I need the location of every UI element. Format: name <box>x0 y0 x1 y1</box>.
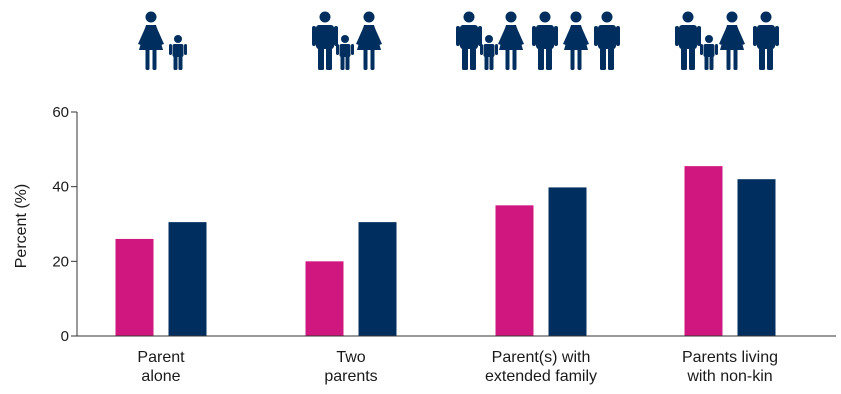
bar-series2-cat3 <box>548 187 587 336</box>
bar-series2-cat1 <box>168 222 207 336</box>
x-axis: Parent alone Two parents Parent(s) with exten… <box>77 335 836 385</box>
woman-icon <box>563 11 589 70</box>
woman-icon <box>719 11 745 70</box>
man-icon <box>753 11 779 70</box>
man-icon <box>312 11 338 70</box>
man-icon <box>594 11 620 70</box>
y-tick-label: 20 <box>52 253 69 270</box>
y-tick-label: 40 <box>52 179 69 196</box>
bar-series1-cat1 <box>115 238 154 336</box>
child-icon <box>336 35 354 70</box>
bar-series1-cat4 <box>684 166 723 336</box>
child-icon <box>169 35 187 70</box>
category-icons <box>138 11 779 70</box>
x-category-label: Parent(s) with extended family <box>485 349 597 385</box>
y-tick-label: 60 <box>52 104 69 121</box>
bars <box>115 166 776 336</box>
bar-series1-cat3 <box>495 205 534 336</box>
man-icon <box>675 11 701 70</box>
x-category-label: Parents living with non-kin <box>682 349 778 385</box>
woman-icon <box>356 11 382 70</box>
y-tick-label: 0 <box>61 328 69 345</box>
child-icon <box>700 35 718 70</box>
man-icon <box>456 11 482 70</box>
woman-icon <box>498 11 524 70</box>
y-axis-title: Percent (%) <box>13 184 30 268</box>
x-category-label: Parent alone <box>137 349 185 385</box>
woman-icon <box>138 11 164 70</box>
y-axis: 0 20 40 60 <box>52 104 78 345</box>
x-category-label: Two parents <box>324 349 377 385</box>
bar-series1-cat2 <box>305 261 344 336</box>
bar-series2-cat2 <box>358 222 397 336</box>
child-icon <box>480 35 498 70</box>
bar-series2-cat4 <box>737 179 776 336</box>
man-icon <box>532 11 558 70</box>
